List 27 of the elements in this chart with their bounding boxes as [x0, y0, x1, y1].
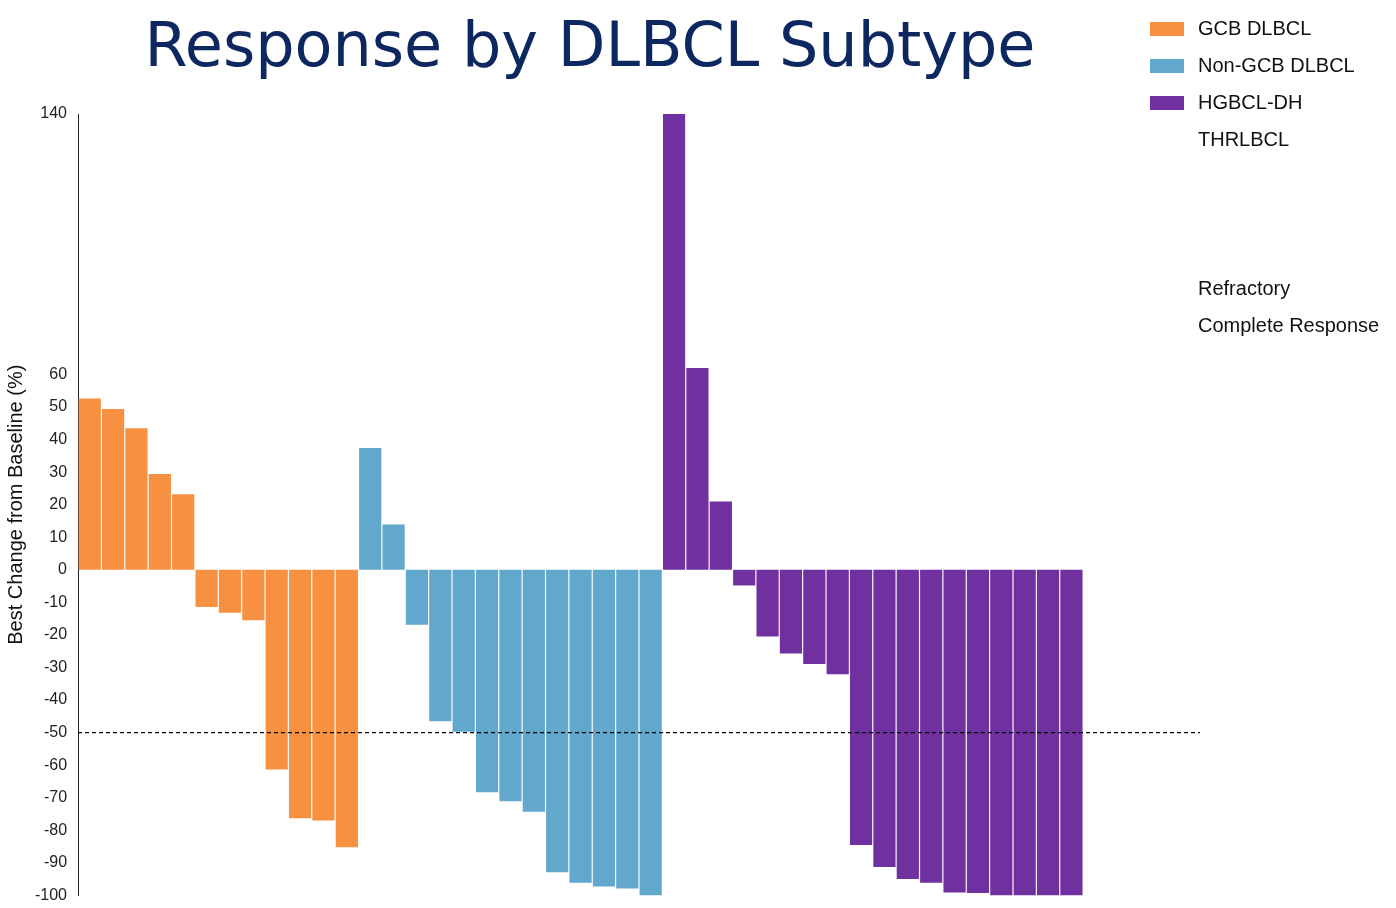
y-tick-label: 40 [49, 429, 68, 447]
y-tick-label: -90 [43, 853, 68, 871]
y-tick-label: -20 [43, 625, 68, 643]
y-axis-title: Best Change from Baseline (%) [3, 364, 26, 645]
y-tick-label: -80 [43, 820, 68, 838]
y-tick-label: 10 [49, 527, 68, 545]
y-tick-label: -10 [43, 592, 68, 610]
annotation: Refractory [1197, 276, 1292, 301]
y-tick-label: 0 [58, 560, 68, 578]
legend-label: Non-GCB DLBCL [1197, 53, 1356, 78]
legend-label: HGBCL-DH [1197, 90, 1304, 115]
y-tick-label: 140 [40, 104, 68, 122]
y-tick-label: -40 [43, 690, 68, 708]
annotation: THRLBCL [1197, 127, 1291, 152]
bar [639, 569, 662, 896]
legend-label: GCB DLBCL [1197, 16, 1313, 41]
y-tick-label: -30 [43, 657, 68, 675]
y-tick-label: 50 [49, 397, 68, 415]
y-tick-label: -60 [43, 755, 68, 773]
annotation: Complete Response [1197, 313, 1380, 338]
y-tick-label: 20 [49, 495, 68, 513]
y-tick-label: -70 [43, 788, 68, 806]
y-tick-label: 60 [49, 364, 68, 382]
y-tick-label: -100 [34, 885, 68, 903]
y-tick-label: -50 [43, 723, 68, 741]
y-tick-label: 30 [49, 462, 68, 480]
chart-title: Response by DLBCL Subtype [143, 7, 1037, 83]
